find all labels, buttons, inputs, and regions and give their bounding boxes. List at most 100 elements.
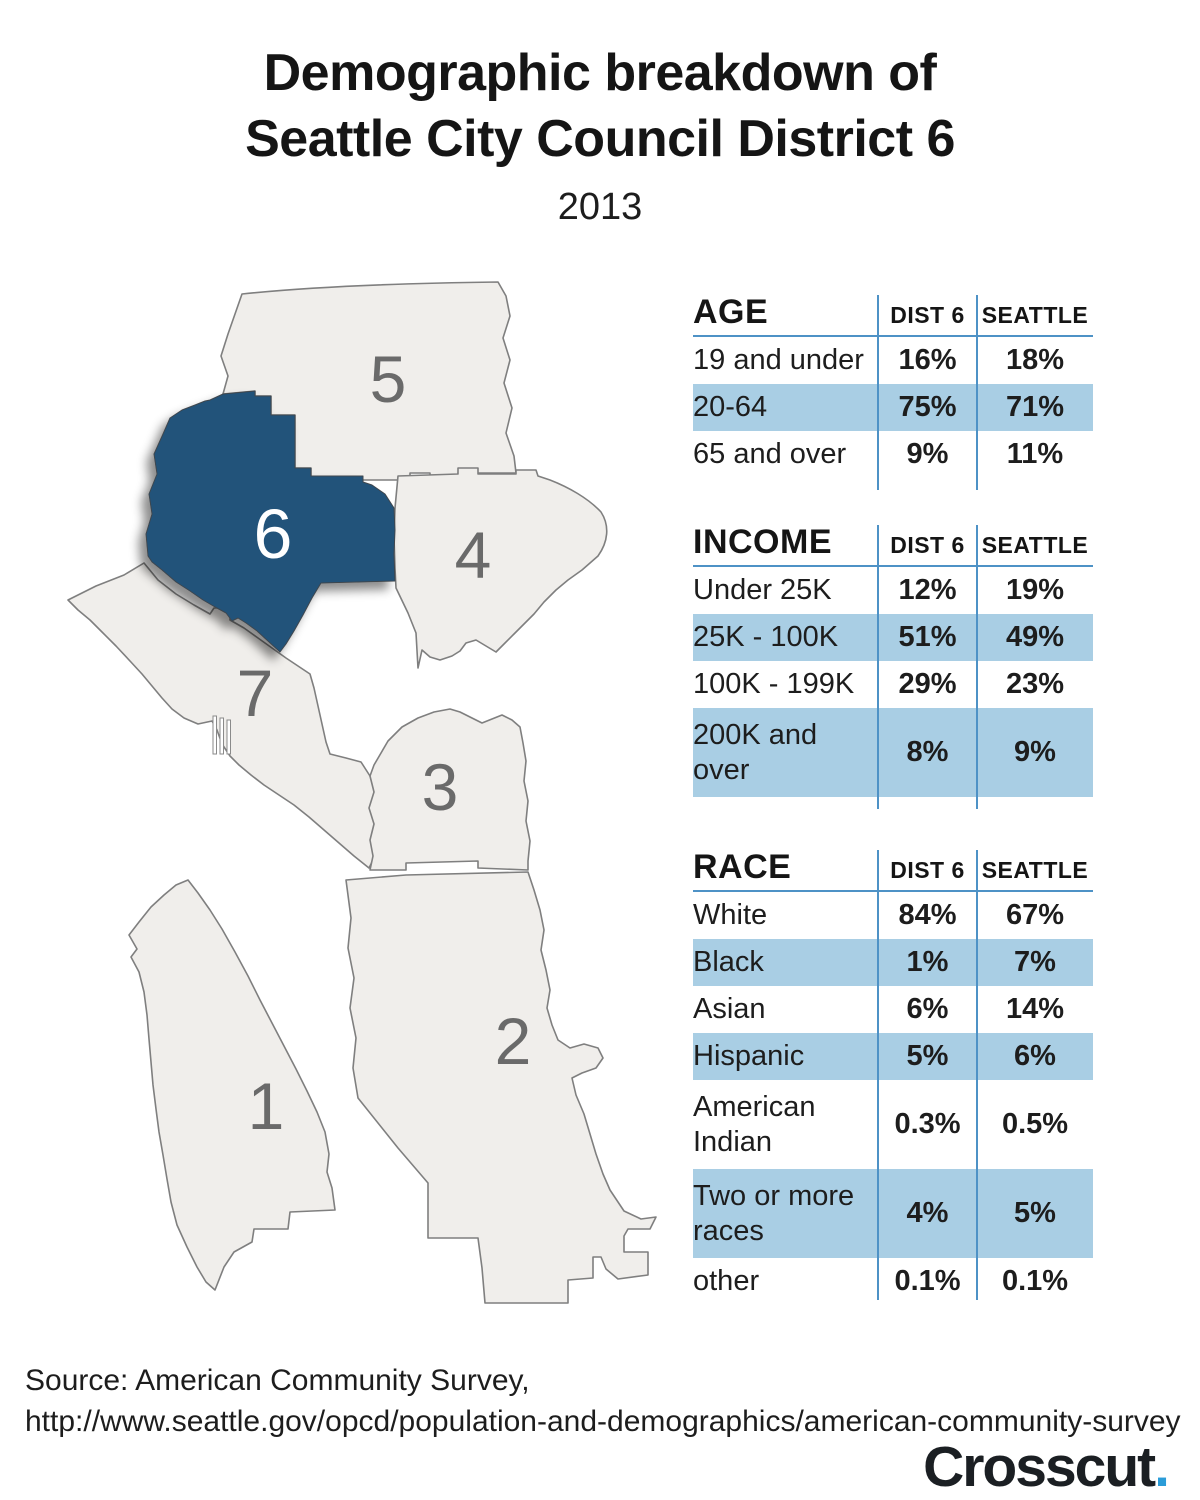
table-row: American Indian 0.3% 0.5% xyxy=(693,1080,1093,1169)
district-3-shape xyxy=(368,708,531,871)
row-label: American Indian xyxy=(693,1090,816,1158)
row-label: Hispanic xyxy=(693,1040,805,1073)
source-line-1: Source: American Community Survey, xyxy=(25,1364,530,1397)
dist6-value: 4% xyxy=(906,1197,949,1229)
district-6-label: 6 xyxy=(254,495,293,573)
seattle-value: 18% xyxy=(1005,344,1065,376)
row-label: White xyxy=(693,899,768,932)
title-year: 2013 xyxy=(557,186,643,228)
seattle-value: 67% xyxy=(1005,899,1065,931)
race-table-title: RACE xyxy=(693,848,792,886)
source-line-2: http://www.seattle.gov/opcd/population-a… xyxy=(25,1405,1181,1439)
pier-slit-3 xyxy=(226,719,231,755)
table-row: Two or more races 4% 5% xyxy=(693,1169,1093,1258)
dist6-value: 51% xyxy=(898,621,957,653)
source-attribution: Source: American Community Survey, http:… xyxy=(25,1360,1181,1443)
row-label: 25K - 100K xyxy=(693,621,839,654)
crosscut-logo-dot: . xyxy=(1154,1435,1170,1499)
age-col-seattle: SEATTLE xyxy=(981,302,1089,328)
district-3-label: 3 xyxy=(422,750,459,824)
table-row: 200K and over 8% 9% xyxy=(693,708,1093,797)
table-row: Asian 6% 14% xyxy=(693,986,1093,1033)
seattle-value: 19% xyxy=(1005,574,1065,606)
table-row: 20-64 75% 71% xyxy=(693,384,1093,431)
dist6-value: 6% xyxy=(906,993,949,1025)
title-line-1: Demographic breakdown of xyxy=(263,44,937,102)
seattle-value: 71% xyxy=(1005,391,1065,423)
dist6-value: 8% xyxy=(906,736,949,768)
district-1-shape xyxy=(128,879,336,1291)
income-table-title: INCOME xyxy=(693,523,832,561)
table-row: 65 and over 9% 11% xyxy=(693,431,1093,478)
row-label: 19 and under xyxy=(693,344,864,377)
income-col-dist6: DIST 6 xyxy=(890,532,965,558)
seattle-value: 14% xyxy=(1005,993,1065,1025)
seattle-value: 5% xyxy=(1014,1197,1056,1229)
race-col-seattle: SEATTLE xyxy=(981,857,1089,883)
column-divider xyxy=(976,295,978,490)
dist6-value: 0.1% xyxy=(894,1265,961,1297)
row-label: Two or more races xyxy=(693,1179,855,1247)
income-col-seattle: SEATTLE xyxy=(981,532,1089,558)
row-label: Asian xyxy=(693,993,766,1026)
title-line-2: Seattle City Council District 6 xyxy=(245,110,955,168)
seattle-value: 11% xyxy=(1006,438,1064,470)
page-title: Demographic breakdown of Seattle City Co… xyxy=(0,40,1200,172)
age-table-title: AGE xyxy=(693,293,769,331)
pier-slit-1 xyxy=(212,715,217,755)
seattle-value: 9% xyxy=(1014,736,1056,768)
row-label: other xyxy=(693,1265,760,1298)
column-divider xyxy=(877,295,879,490)
column-divider xyxy=(877,525,879,809)
table-row: Under 25K 12% 19% xyxy=(693,567,1093,614)
dist6-value: 9% xyxy=(906,438,949,470)
age-table-header: AGE DIST 6 SEATTLE xyxy=(693,293,1093,337)
table-row: White 84% 67% xyxy=(693,892,1093,939)
row-label: Black xyxy=(693,946,764,979)
row-label: Under 25K xyxy=(693,574,832,607)
seattle-district-map: 5 4 6 7 3 2 1 xyxy=(58,268,673,1343)
income-table-header: INCOME DIST 6 SEATTLE xyxy=(693,523,1093,567)
crosscut-logo: Crosscut. xyxy=(923,1434,1170,1500)
race-col-dist6: DIST 6 xyxy=(890,857,965,883)
column-divider xyxy=(976,850,978,1300)
row-label: 200K and over xyxy=(693,718,818,786)
table-row: 25K - 100K 51% 49% xyxy=(693,614,1093,661)
table-row: 19 and under 16% 18% xyxy=(693,337,1093,384)
seattle-value: 7% xyxy=(1014,946,1056,978)
seattle-value: 0.1% xyxy=(1001,1265,1069,1297)
seattle-value: 0.5% xyxy=(1001,1108,1069,1140)
crosscut-logo-text: Crosscut xyxy=(923,1435,1156,1499)
race-table-header: RACE DIST 6 SEATTLE xyxy=(693,848,1093,892)
district-5-label: 5 xyxy=(370,342,407,416)
table-row: Hispanic 5% 6% xyxy=(693,1033,1093,1080)
dist6-value: 0.3% xyxy=(894,1108,961,1140)
district-1-label: 1 xyxy=(248,1069,285,1143)
district-7-label: 7 xyxy=(237,656,274,730)
dist6-value: 1% xyxy=(906,946,949,978)
column-divider xyxy=(976,525,978,809)
seattle-value: 6% xyxy=(1014,1040,1056,1072)
table-row: Black 1% 7% xyxy=(693,939,1093,986)
row-label: 65 and over xyxy=(693,438,847,471)
row-label: 20-64 xyxy=(693,391,768,424)
row-label: 100K - 199K xyxy=(693,668,855,701)
column-divider xyxy=(877,850,879,1300)
district-2-shape xyxy=(345,871,657,1304)
district-2-label: 2 xyxy=(495,1004,532,1078)
district-4-label: 4 xyxy=(455,518,492,592)
pier-slit-2 xyxy=(219,717,224,755)
age-table: AGE DIST 6 SEATTLE 19 and under 16% 18% … xyxy=(693,293,1093,490)
dist6-value: 5% xyxy=(906,1040,949,1072)
dist6-value: 12% xyxy=(898,574,957,606)
dist6-value: 84% xyxy=(898,899,957,931)
district-map-svg: 5 4 6 7 3 2 1 xyxy=(67,281,657,1304)
age-col-dist6: DIST 6 xyxy=(890,302,965,328)
district-6-shape-highlighted xyxy=(145,390,396,653)
dist6-value: 16% xyxy=(898,344,957,376)
dist6-value: 29% xyxy=(898,668,957,700)
dist6-value: 75% xyxy=(898,391,957,423)
table-row: 100K - 199K 29% 23% xyxy=(693,661,1093,708)
income-table: INCOME DIST 6 SEATTLE Under 25K 12% 19% … xyxy=(693,523,1093,809)
